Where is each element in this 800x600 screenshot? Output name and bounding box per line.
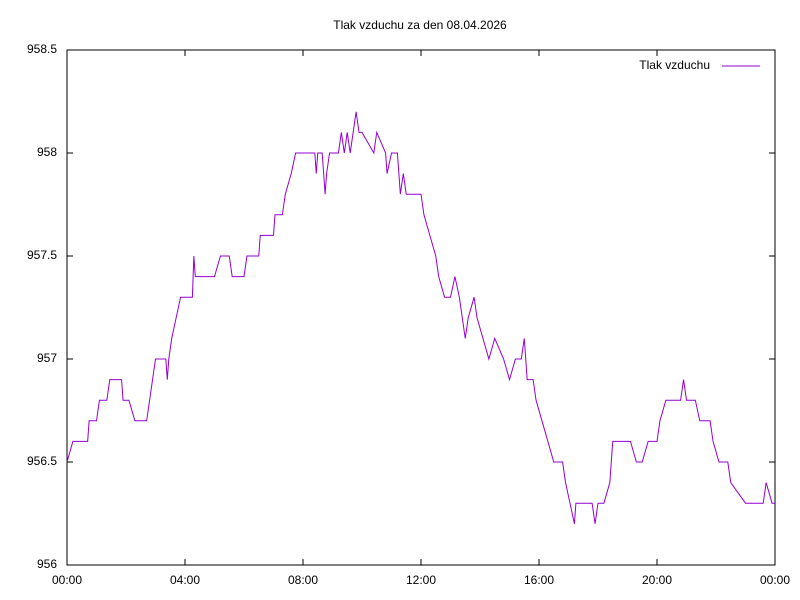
x-tick-label: 00:00 — [52, 573, 82, 587]
legend-label: Tlak vzduchu — [639, 58, 710, 72]
y-tick-label: 956 — [37, 557, 57, 571]
x-tick-label: 08:00 — [288, 573, 318, 587]
x-tick-label: 20:00 — [642, 573, 672, 587]
y-tick-label: 957.5 — [27, 248, 57, 262]
x-tick-label: 04:00 — [170, 573, 200, 587]
x-tick-label: 16:00 — [524, 573, 554, 587]
y-tick-label: 957 — [37, 351, 57, 365]
data-line — [66, 111, 775, 524]
chart-title: Tlak vzduchu za den 08.04.2026 — [333, 18, 507, 32]
plot-frame — [66, 49, 776, 566]
x-tick-label: 12:00 — [406, 573, 436, 587]
y-tick-label: 958.5 — [27, 42, 57, 56]
y-tick-label: 958 — [37, 145, 57, 159]
y-tick-label: 956.5 — [27, 454, 57, 468]
x-tick-label: 00:00 — [760, 573, 790, 587]
